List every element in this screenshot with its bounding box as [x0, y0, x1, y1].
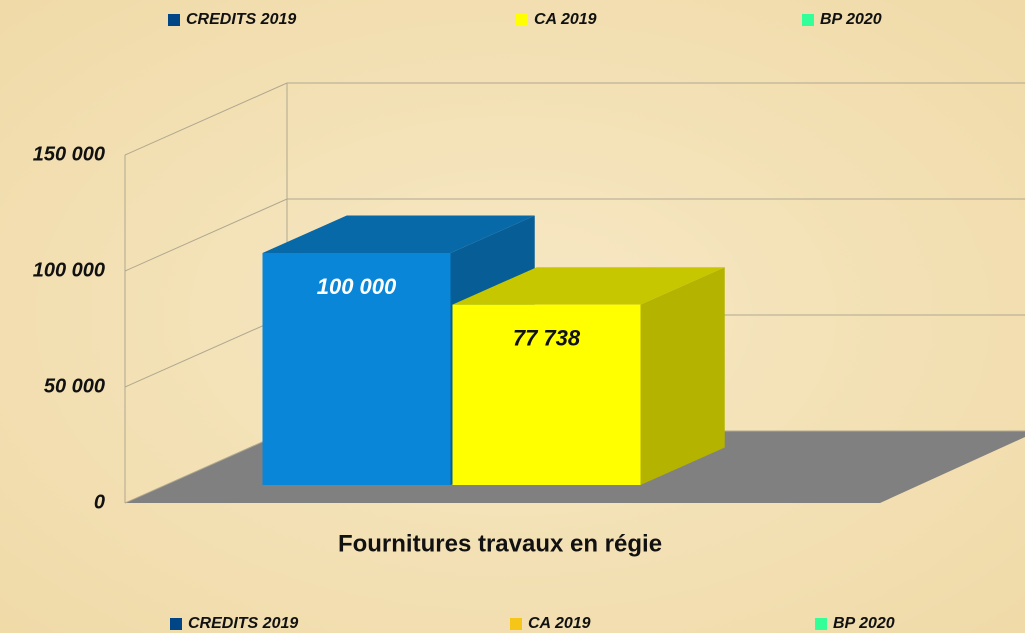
legend-swatch — [516, 14, 528, 26]
legend-swatch — [815, 618, 827, 630]
y-tick-label: 50 000 — [44, 375, 105, 397]
bar — [262, 253, 451, 485]
legend-label: CA 2019 — [528, 615, 591, 632]
legend-label: CREDITS 2019 — [188, 615, 298, 632]
legend-swatch — [802, 14, 814, 26]
y-tick-label: 150 000 — [33, 143, 105, 165]
legend-label: CREDITS 2019 — [186, 11, 296, 28]
legend-label: CA 2019 — [534, 11, 597, 28]
category-label: Fournitures travaux en régie — [338, 530, 662, 557]
legend-swatch — [510, 618, 522, 630]
bar-top — [452, 267, 725, 305]
grid-line — [124, 82, 288, 156]
bar-top — [262, 215, 535, 253]
bar — [452, 304, 641, 485]
y-tick-label: 100 000 — [33, 259, 105, 281]
value-label: 100 000 — [317, 274, 397, 299]
y-tick-label: 0 — [94, 491, 105, 513]
legend-label: BP 2020 — [833, 615, 895, 632]
bar-side — [640, 267, 725, 485]
grid-line — [124, 314, 288, 388]
value-label: 77 738 — [513, 325, 581, 350]
grid-line — [124, 198, 288, 272]
legend-swatch — [168, 14, 180, 26]
legend-label: BP 2020 — [820, 11, 882, 28]
legend-swatch — [170, 618, 182, 630]
grid-line — [124, 430, 288, 504]
